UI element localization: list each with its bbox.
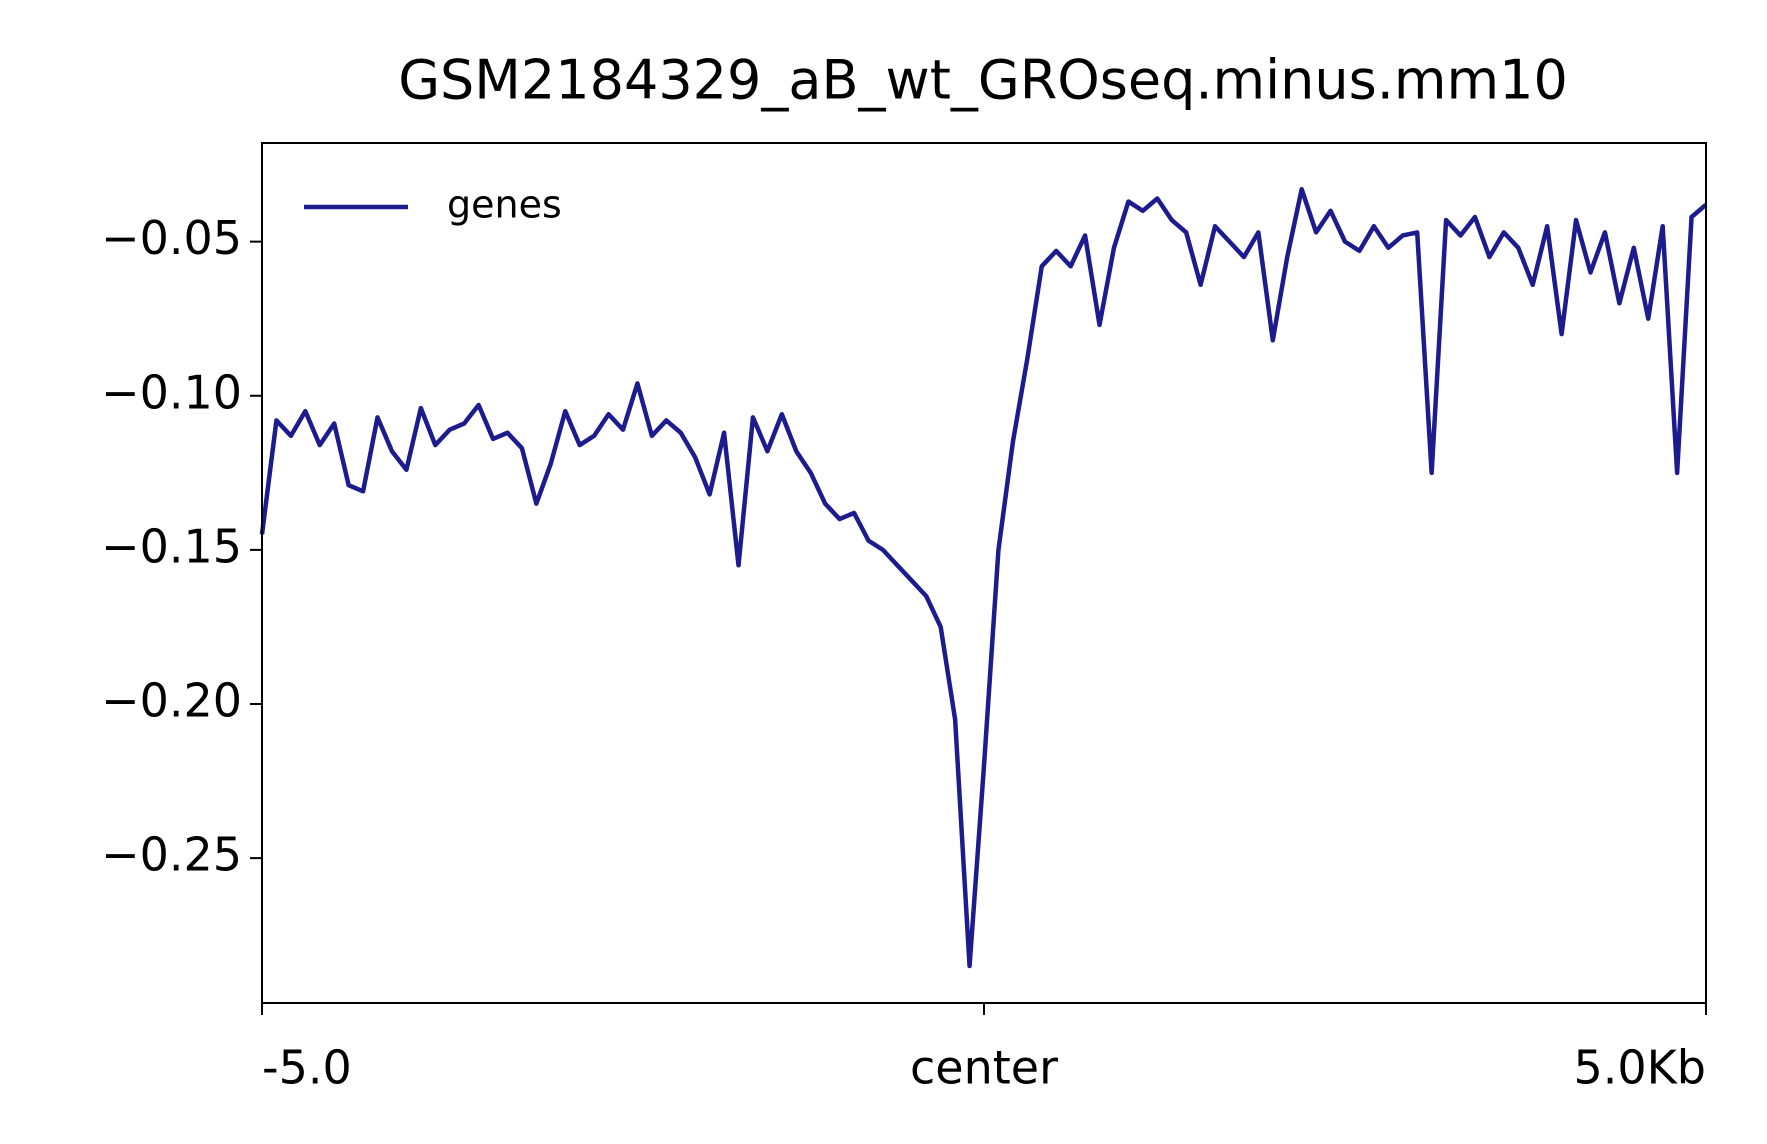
y-tick-label: −0.25 — [101, 828, 242, 882]
data-line — [259, 186, 1708, 969]
x-tick-label: -5.0 — [262, 1041, 352, 1095]
chart-title: GSM2184329_aB_wt_GROseq.minus.mm10 — [398, 49, 1568, 112]
x-tick-label: 5.0Kb — [1573, 1041, 1706, 1095]
y-tick-label: −0.15 — [101, 519, 242, 573]
x-tick-label: center — [910, 1041, 1058, 1095]
plot-frame — [261, 142, 1707, 1004]
y-tick-label: −0.10 — [101, 365, 242, 419]
legend-label: genes — [447, 183, 562, 227]
y-tick-label: −0.05 — [101, 211, 242, 265]
y-tick-label: −0.20 — [101, 674, 242, 728]
